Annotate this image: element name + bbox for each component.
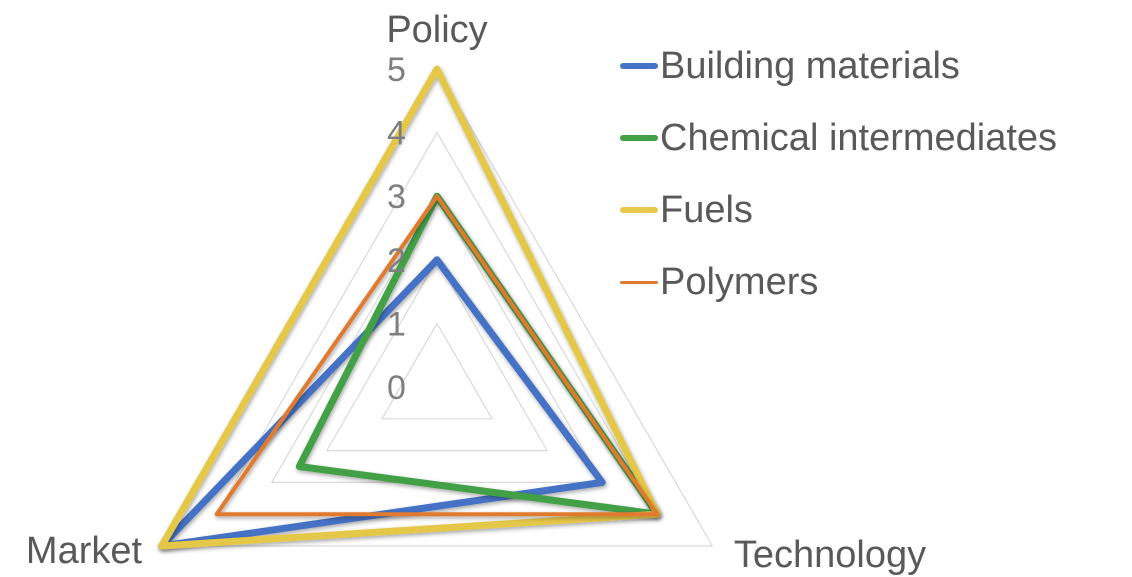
legend-item: Fuels: [620, 174, 1057, 246]
legend-label: Chemical intermediates: [660, 117, 1058, 159]
axis-label-market: Market: [26, 530, 143, 572]
legend-item: Building materials: [620, 30, 1057, 102]
axis-labels: Policy Technology Market: [26, 9, 926, 576]
gridline-level-3: [270, 194, 604, 483]
legend-swatch: [620, 207, 658, 213]
tick-label-3: 3: [387, 178, 406, 216]
legend-swatch: [620, 280, 658, 284]
legend-item: Polymers: [620, 246, 1057, 318]
series-fuels: [158, 65, 661, 550]
tick-label-5: 5: [387, 51, 406, 89]
legend-label: Building materials: [660, 45, 960, 87]
legend-label: Fuels: [660, 189, 753, 231]
series-polymers: [214, 194, 660, 517]
axis-label-policy: Policy: [386, 9, 487, 51]
radial-tick-labels: 0 1 2 3 4 5: [387, 51, 406, 407]
tick-label-1: 1: [387, 305, 406, 343]
legend-swatch: [620, 63, 658, 69]
legend: Building materials Chemical intermediates…: [620, 30, 1057, 318]
tick-label-4: 4: [387, 115, 406, 153]
radar-series: [158, 65, 661, 550]
tick-label-0: 0: [387, 369, 406, 407]
gridline-level-2: [325, 258, 549, 452]
gridline-level-1: [380, 322, 494, 420]
axis-label-technology: Technology: [734, 534, 926, 576]
legend-item: Chemical intermediates: [620, 102, 1057, 174]
series-chemical-intermediates: [295, 192, 661, 518]
legend-swatch: [620, 135, 658, 141]
legend-label: Polymers: [660, 261, 819, 303]
tick-label-2: 2: [387, 242, 406, 280]
